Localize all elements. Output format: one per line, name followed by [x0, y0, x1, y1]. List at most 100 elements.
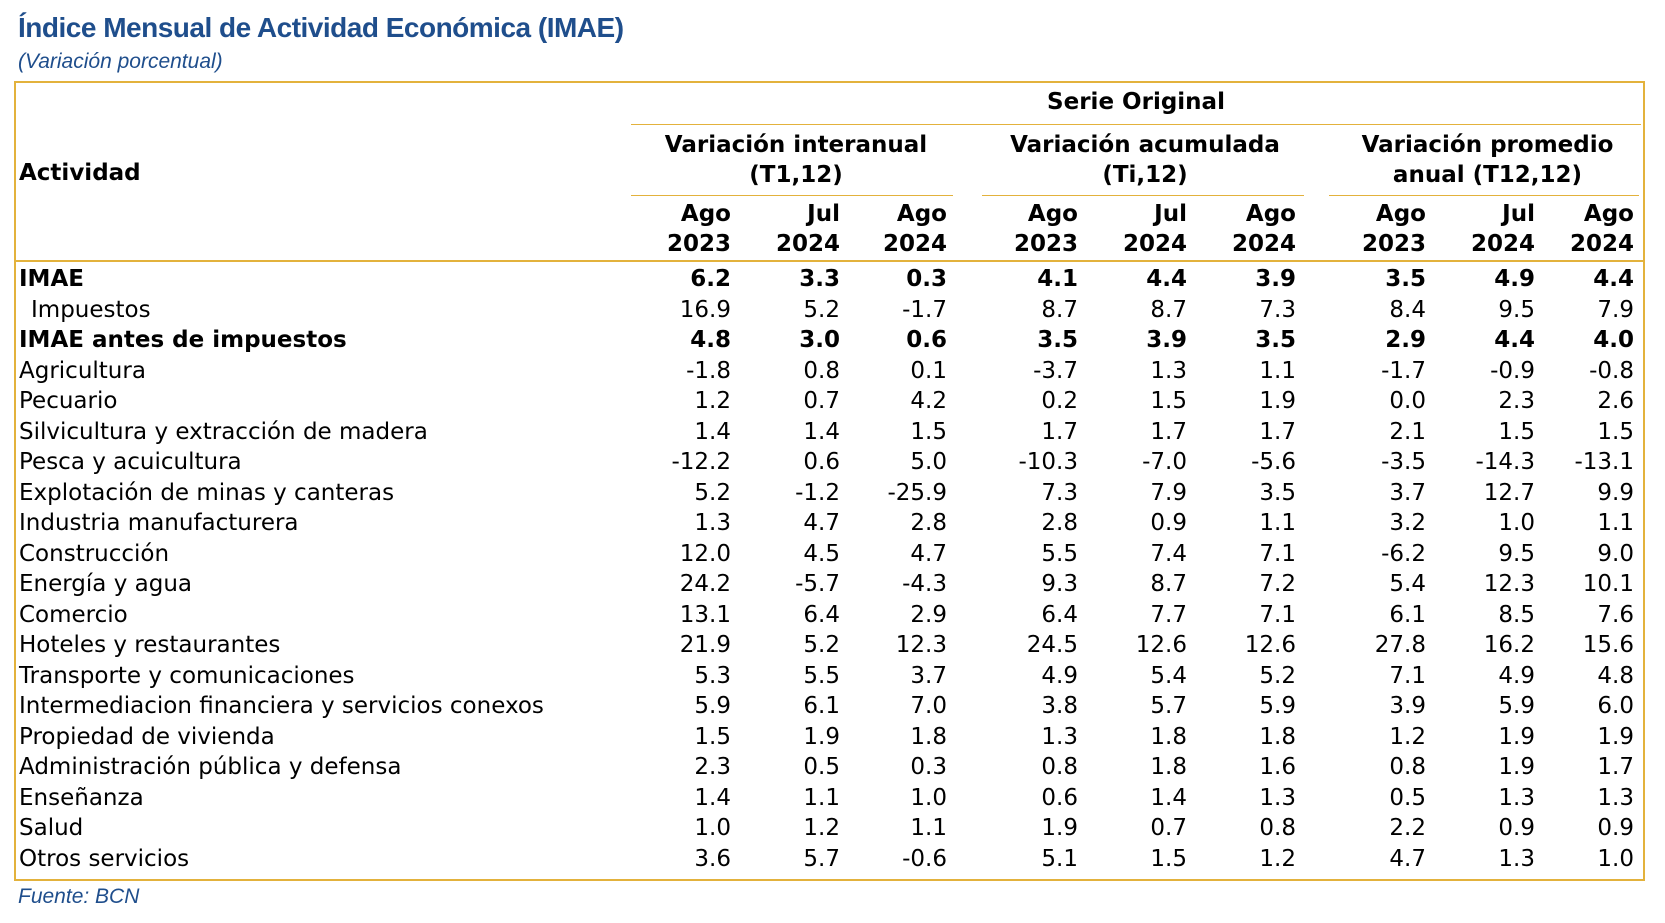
group-header-line2: (Ti,12)	[1102, 162, 1188, 188]
table-cell: 1.5	[910, 418, 947, 445]
table-cell: 1.8	[910, 723, 947, 750]
row-label: Energía y agua	[19, 571, 192, 597]
table-cell: 0.9	[1498, 815, 1535, 841]
table-cell: 4.7	[803, 510, 840, 536]
table-cell: -14.3	[1475, 449, 1535, 475]
table-cell: 0.5	[803, 754, 840, 780]
table-cell: 4.7	[1389, 845, 1426, 872]
table-cell: -3.7	[1033, 357, 1078, 384]
table-cell: 5.1	[1041, 845, 1078, 872]
table-cell: 5.5	[1041, 540, 1078, 567]
table-cell: 1.8	[1150, 754, 1187, 780]
period-month: Ago	[680, 201, 731, 227]
serie-underline	[631, 124, 1641, 125]
period-header-cell: Jul 2024	[720, 199, 840, 259]
row-label: Intermediacion financiera y servicios co…	[19, 693, 544, 719]
table-cell: 3.5	[1255, 327, 1296, 353]
period-header-cell: Ago 2023	[958, 199, 1078, 259]
table-cell: 1.4	[694, 784, 731, 811]
table-cell: 2.8	[910, 510, 947, 536]
table-cell: 16.9	[679, 296, 731, 323]
table-cell: -0.6	[902, 845, 947, 872]
table-cell: 3.9	[1255, 266, 1296, 292]
table-cell: -0.9	[1490, 357, 1535, 384]
table-cell: 5.2	[1259, 662, 1296, 689]
table-cell: 1.1	[1597, 510, 1634, 536]
table-cell: 1.5	[694, 723, 731, 750]
table-cell: 3.8	[1041, 693, 1078, 719]
table-cell: 1.3	[1150, 357, 1187, 384]
table-row: Pesca y acuicultura -12.2 0.6 5.0 -10.3 -7.0 -…	[19, 447, 1639, 478]
table-cell: 1.3	[1498, 784, 1535, 811]
table-cell: 5.7	[1150, 693, 1187, 719]
period-header-cell: Ago 2024	[1176, 199, 1296, 259]
row-label: IMAE antes de impuestos	[19, 327, 347, 353]
table-cell: 1.9	[1498, 723, 1535, 750]
table-cell: 9.5	[1498, 540, 1535, 567]
table-cell: 13.1	[679, 601, 731, 628]
table-cell: 4.7	[910, 540, 947, 567]
table-row: Pecuario 1.2 0.7 4.2 0.2 1.5 1.9 0.0 2.3 2.6	[19, 386, 1639, 417]
group-header-line2: (T1,12)	[749, 162, 843, 188]
table-cell: 0.6	[906, 327, 947, 353]
table-cell: 9.0	[1597, 540, 1634, 567]
row-label: Comercio	[19, 601, 128, 628]
table-row: IMAE antes de impuestos 4.8 3.0 0.6 3.5 3.9 3.…	[19, 325, 1639, 356]
table-cell: 1.0	[1597, 845, 1634, 872]
period-year: 2024	[775, 231, 840, 257]
table-cell: 1.2	[694, 388, 731, 414]
table-row: Transporte y comunicaciones 5.3 5.5 3.7 4.9 5…	[19, 661, 1639, 692]
table-cell: 4.8	[690, 327, 731, 353]
table-cell: 4.1	[1037, 266, 1078, 292]
row-label: Salud	[19, 815, 84, 841]
table-cell: 1.4	[1150, 784, 1187, 811]
table-cell: -5.6	[1251, 449, 1296, 475]
page-title: Índice Mensual de Actividad Económica (I…	[18, 12, 624, 43]
table-cell: 0.5	[1389, 784, 1426, 811]
period-month: Jul	[1502, 201, 1535, 227]
row-label: IMAE	[19, 266, 84, 292]
period-month: Jul	[807, 201, 840, 227]
period-header-cell: Ago 2023	[611, 199, 731, 259]
table-cell: 12.6	[1135, 632, 1187, 658]
table-cell: 4.2	[910, 388, 947, 414]
table-cell: 0.7	[803, 388, 840, 414]
table-cell: -0.8	[1589, 357, 1634, 384]
group-header-interanual: Variación interanual (T1,12)	[631, 130, 961, 190]
table-cell: 24.2	[679, 571, 731, 597]
table-cell: -5.7	[795, 571, 840, 597]
table-cell: -10.3	[1018, 449, 1078, 475]
table-cell: 2.8	[1041, 510, 1078, 536]
table-cell: 1.9	[1041, 815, 1078, 841]
table-row: Industria manufacturera 1.3 4.7 2.8 2.8 0.9 1.…	[19, 508, 1639, 539]
table-cell: 4.0	[1593, 327, 1634, 353]
activity-header: Actividad	[19, 160, 141, 186]
table-cell: 21.9	[679, 632, 731, 658]
table-cell: 1.1	[1259, 510, 1296, 536]
table-cell: 7.3	[1041, 479, 1078, 506]
group-header-acumulada: Variación acumulada (Ti,12)	[980, 130, 1310, 190]
table-cell: 4.9	[1041, 662, 1078, 689]
period-year: 2024	[882, 231, 947, 257]
table-cell: -6.2	[1381, 540, 1426, 567]
table-cell: 2.2	[1389, 815, 1426, 841]
table-cell: 0.0	[1389, 388, 1426, 414]
row-label: Otros servicios	[19, 845, 190, 872]
table-cell: 1.8	[1150, 723, 1187, 750]
table-cell: 15.6	[1582, 632, 1634, 658]
table-cell: 5.4	[1389, 571, 1426, 597]
period-year: 2023	[1013, 231, 1078, 257]
table-cell: 7.9	[1597, 296, 1634, 323]
period-month: Ago	[1027, 201, 1078, 227]
table-row: Otros servicios 3.6 5.7 -0.6 5.1 1.5 1.2 4.7 1.3…	[19, 844, 1639, 875]
table-row: Salud 1.0 1.2 1.1 1.9 0.7 0.8 2.2 0.9 0.9	[19, 813, 1639, 844]
table-cell: 1.8	[1259, 723, 1296, 750]
table-frame	[14, 81, 1645, 881]
table-cell: 0.8	[1041, 754, 1078, 780]
period-year: 2023	[1361, 231, 1426, 257]
table-cell: 1.9	[803, 723, 840, 750]
group-header-promedio: Variación promedio anual (T12,12)	[1325, 130, 1650, 190]
table-cell: -13.1	[1574, 449, 1634, 475]
table-cell: 1.4	[803, 418, 840, 445]
period-year: 2024	[1122, 231, 1187, 257]
